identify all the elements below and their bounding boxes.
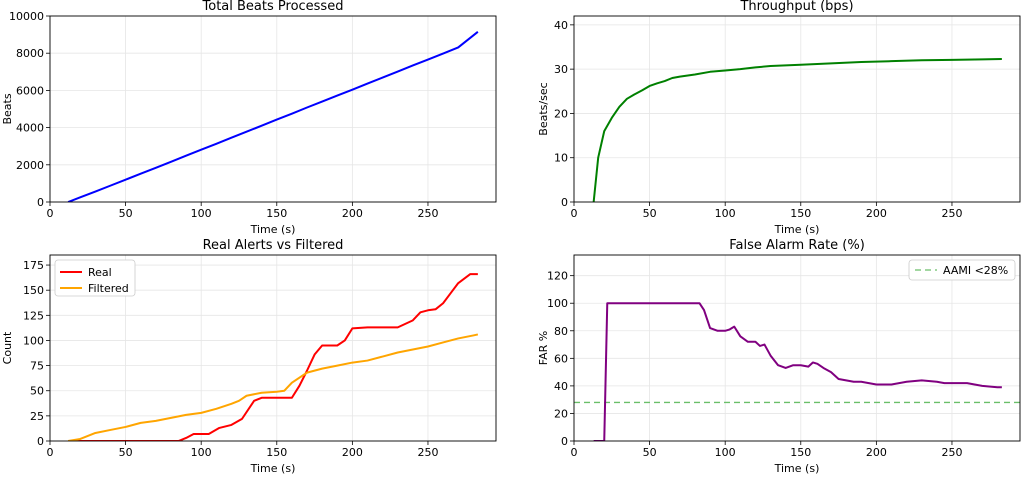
x-axis-label: Time (s) <box>774 223 820 236</box>
chart-panel-3: 0 50 100 150 200 250 0 25 50 75 100 125 150 175 Real A… <box>1 238 497 475</box>
x-tick-label: 50 <box>643 207 657 220</box>
y-tick-label: 4000 <box>16 122 44 135</box>
x-tick-label: 100 <box>191 207 212 220</box>
legend-box <box>908 259 1016 281</box>
x-tick-label: 200 <box>866 207 887 220</box>
chart-panel-2: 0 50 100 150 200 250 0 10 20 30 40 Throughput (bps)… <box>537 0 1021 236</box>
x-tick-label: 200 <box>342 207 363 220</box>
x-axis-label: Time (s) <box>250 223 296 236</box>
x-tick-label: 50 <box>119 446 133 459</box>
y-axis-label: Beats/sec <box>537 82 550 135</box>
x-tick-label: 0 <box>571 207 578 220</box>
y-axis-label: Beats <box>1 93 14 124</box>
x-tick-label: 100 <box>715 207 736 220</box>
legend-label: Real <box>88 266 112 279</box>
x-axis-label: Time (s) <box>250 462 296 475</box>
y-tick-label: 8000 <box>16 47 44 60</box>
y-tick-label: 0 <box>561 435 568 448</box>
y-tick-label: 20 <box>554 107 568 120</box>
plot-frame <box>573 15 1021 203</box>
y-tick-label: 125 <box>23 309 44 322</box>
y-tick-label: 25 <box>30 410 44 423</box>
legend: AAMI <28% <box>908 259 1016 281</box>
series-line-1 <box>67 31 479 202</box>
x-tick-label: 150 <box>266 207 287 220</box>
chart-panel-1: 0 50 100 150 200 250 0 2000 4000 6000 8000 10000 Tot… <box>1 0 497 236</box>
y-tick-label: 6000 <box>16 84 44 97</box>
y-tick-label: 0 <box>37 196 44 209</box>
y-tick-label: 175 <box>23 259 44 272</box>
x-tick-label: 50 <box>643 446 657 459</box>
x-axis-label: Time (s) <box>774 462 820 475</box>
legend-label: Filtered <box>88 282 129 295</box>
x-tick-label: 100 <box>191 446 212 459</box>
y-axis-label: FAR % <box>537 331 550 365</box>
x-tick-label: 50 <box>119 207 133 220</box>
x-tick-label: 150 <box>266 446 287 459</box>
chart-title: Total Beats Processed <box>202 0 344 14</box>
y-tick-label: 80 <box>554 325 568 338</box>
y-tick-label: 120 <box>547 270 568 283</box>
y-tick-label: 40 <box>554 380 568 393</box>
y-tick-label: 10000 <box>9 10 44 23</box>
legend-label: AAMI <28% <box>943 264 1008 277</box>
y-tick-label: 20 <box>554 407 568 420</box>
y-tick-label: 60 <box>554 352 568 365</box>
legend: Real Filtered <box>54 259 136 297</box>
y-tick-label: 2000 <box>16 159 44 172</box>
y-tick-label: 150 <box>23 284 44 297</box>
chart-title: Throughput (bps) <box>739 0 853 14</box>
x-tick-label: 100 <box>715 446 736 459</box>
x-tick-label: 0 <box>571 446 578 459</box>
y-tick-label: 0 <box>37 435 44 448</box>
y-axis-label: Count <box>1 331 14 364</box>
x-tick-label: 250 <box>417 446 438 459</box>
y-tick-label: 100 <box>23 334 44 347</box>
y-tick-label: 75 <box>30 360 44 373</box>
chart-panel-4: 0 50 100 150 200 250 0 20 40 60 80 100 120 False Alar… <box>537 238 1021 475</box>
plot-frame <box>49 254 497 442</box>
y-tick-label: 0 <box>561 196 568 209</box>
y-tick-label: 50 <box>30 385 44 398</box>
series-line-filtered <box>67 333 479 441</box>
x-tick-label: 250 <box>417 207 438 220</box>
x-tick-label: 250 <box>941 446 962 459</box>
x-tick-label: 150 <box>790 207 811 220</box>
y-tick-label: 100 <box>547 297 568 310</box>
series-line-1 <box>592 57 1002 202</box>
y-tick-label: 30 <box>554 63 568 76</box>
chart-title: Real Alerts vs Filtered <box>203 238 344 253</box>
x-tick-label: 0 <box>47 446 54 459</box>
x-tick-label: 150 <box>790 446 811 459</box>
x-tick-label: 0 <box>47 207 54 220</box>
plot-frame <box>49 15 497 203</box>
x-tick-label: 200 <box>342 446 363 459</box>
chart-title: False Alarm Rate (%) <box>729 238 865 253</box>
series-line-1 <box>593 302 1002 441</box>
x-tick-label: 250 <box>941 207 962 220</box>
x-tick-label: 200 <box>866 446 887 459</box>
plot-frame <box>573 254 1021 442</box>
y-tick-label: 40 <box>554 19 568 32</box>
series-line-real <box>68 273 478 441</box>
y-tick-label: 10 <box>554 152 568 165</box>
